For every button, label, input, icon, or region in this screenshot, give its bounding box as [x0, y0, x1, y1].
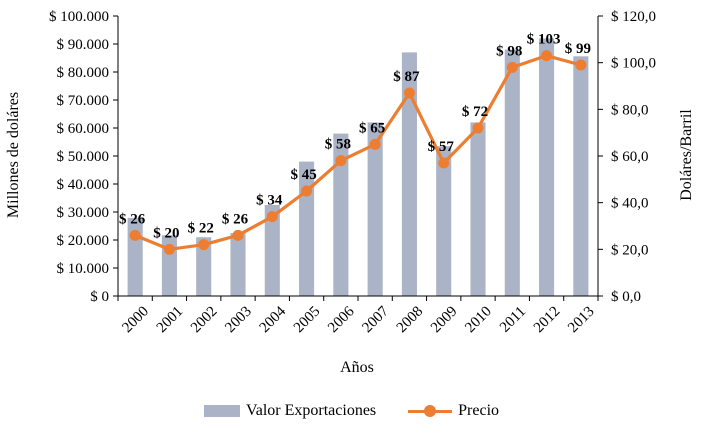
legend-item-price: Precio [408, 402, 499, 420]
bar-2013 [573, 56, 589, 296]
right-tick-label: $ 0,0 [611, 289, 641, 305]
price-data-label: $ 45 [290, 167, 316, 183]
data-labels-layer: $ 26 $ 20 $ 22 $ 26 $ 34 $ 45 $ 58 $ 65 $ 87 $ 57… [119, 32, 591, 242]
price-point-2002 [198, 239, 210, 251]
x-tick-label: 2013 [565, 304, 598, 337]
legend-label-price: Precio [458, 402, 500, 419]
price-point-2007 [369, 138, 381, 150]
combo-chart: $ 0 $ 10.000 $ 20.000 $ 30.000 $ 40.000 $ 50.… [5, 9, 695, 376]
price-data-label: $ 103 [527, 32, 561, 48]
price-point-2013 [575, 59, 587, 71]
price-point-2006 [335, 155, 347, 167]
x-axis-title: Años [340, 359, 374, 376]
bar-2008 [401, 52, 417, 297]
bar-2003 [230, 233, 246, 296]
bar-2004 [264, 205, 280, 296]
bar-2007 [367, 122, 383, 297]
x-tick-label: 2005 [291, 304, 324, 337]
right-axis-title: Doláres/Barril [678, 109, 695, 201]
price-data-label: $ 58 [325, 137, 351, 153]
bar-2009 [436, 146, 452, 296]
price-data-label: $ 72 [462, 104, 488, 120]
right-tick-label: $ 80,0 [611, 102, 649, 118]
price-data-label: $ 99 [565, 41, 591, 57]
bar-2011 [504, 49, 520, 296]
right-tick-label: $ 100,0 [611, 56, 656, 72]
x-tick-label: 2004 [257, 303, 290, 336]
price-data-label: $ 26 [119, 211, 146, 227]
right-tick-label: $ 20,0 [611, 242, 649, 258]
x-tick-label: 2006 [325, 303, 358, 336]
price-data-label: $ 20 [153, 225, 179, 241]
x-tick-label: 2010 [462, 304, 495, 337]
price-point-2003 [232, 229, 244, 241]
left-tick-label: $ 60.000 [57, 121, 110, 137]
x-tick-label: 2001 [154, 304, 187, 337]
bar-2000 [127, 217, 143, 296]
x-tick-label: 2011 [497, 304, 529, 336]
price-point-2009 [438, 157, 450, 169]
price-point-2005 [301, 185, 313, 197]
right-tick-label: $ 60,0 [611, 149, 649, 165]
left-tick-label: $ 70.000 [57, 93, 110, 109]
price-data-label: $ 87 [393, 69, 420, 85]
price-data-label: $ 65 [359, 120, 385, 136]
price-point-2004 [266, 211, 278, 223]
legend-item-exports: Valor Exportaciones [203, 402, 377, 420]
legend-label-exports: Valor Exportaciones [245, 402, 377, 419]
bars-layer [127, 38, 589, 297]
left-axis-title: Millones de doláres [5, 92, 22, 218]
x-tick-label: 2003 [222, 304, 255, 337]
price-data-label: $ 22 [188, 221, 214, 237]
left-tick-label: $ 100.000 [49, 9, 109, 25]
price-data-label: $ 57 [428, 139, 455, 155]
bar-2010 [470, 122, 486, 297]
left-tick-label: $ 50.000 [57, 149, 110, 165]
price-point-2012 [541, 50, 553, 62]
left-tick-label: $ 80.000 [57, 65, 110, 81]
left-tick-label: $ 10.000 [57, 261, 110, 277]
right-tick-label: $ 40,0 [611, 196, 649, 212]
left-tick-label: $ 0 [90, 289, 109, 305]
price-point-2008 [403, 87, 415, 99]
left-tick-label: $ 20.000 [57, 233, 110, 249]
right-tick-label: $ 120,0 [611, 9, 656, 25]
x-tick-label: 2008 [394, 304, 427, 337]
price-point-2000 [129, 229, 141, 241]
left-tick-label: $ 90.000 [57, 37, 110, 53]
legend-bar-swatch [203, 405, 240, 417]
x-tick-label: 2007 [359, 303, 392, 336]
bar-2012 [539, 38, 555, 297]
price-point-2010 [472, 122, 484, 134]
price-point-2001 [163, 243, 175, 255]
price-data-label: $ 98 [496, 43, 522, 59]
price-line-layer [129, 50, 587, 255]
legend-line-swatch [408, 404, 453, 418]
price-data-label: $ 26 [222, 211, 249, 227]
x-tick-label: 2012 [531, 304, 564, 337]
price-data-label: $ 34 [256, 193, 283, 209]
x-tick-label: 2000 [119, 304, 152, 337]
price-point-2011 [506, 61, 518, 73]
axes-layer [117, 16, 599, 297]
left-tick-label: $ 30.000 [57, 205, 110, 221]
x-tick-label: 2009 [428, 304, 461, 337]
x-tick-label: 2002 [188, 304, 221, 337]
legend: Valor Exportaciones Precio [0, 402, 703, 420]
bar-2002 [196, 237, 212, 296]
bar-2006 [333, 133, 349, 296]
left-tick-label: $ 40.000 [57, 177, 110, 193]
price-line [134, 54, 582, 251]
